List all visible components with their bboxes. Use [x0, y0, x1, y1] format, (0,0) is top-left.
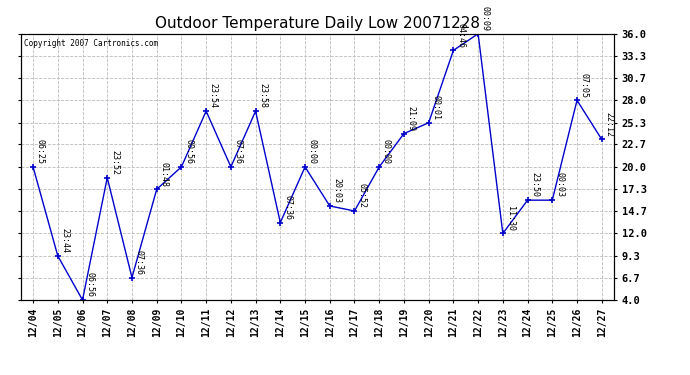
Text: 00:03: 00:03 — [555, 172, 564, 197]
Text: 07:36: 07:36 — [135, 250, 144, 275]
Text: 07:36: 07:36 — [283, 195, 292, 220]
Text: 00:00: 00:00 — [382, 139, 391, 164]
Text: 00:01: 00:01 — [431, 95, 440, 120]
Text: 23:58: 23:58 — [258, 83, 267, 108]
Text: 21:09: 21:09 — [406, 106, 415, 131]
Text: 00:00: 00:00 — [308, 139, 317, 164]
Text: 07:05: 07:05 — [580, 72, 589, 98]
Text: Copyright 2007 Cartronics.com: Copyright 2007 Cartronics.com — [23, 39, 158, 48]
Text: 05:52: 05:52 — [357, 183, 366, 208]
Text: 23:52: 23:52 — [110, 150, 119, 175]
Text: 04:46: 04:46 — [456, 22, 465, 48]
Text: 23:50: 23:50 — [531, 172, 540, 197]
Text: 22:12: 22:12 — [604, 112, 613, 136]
Text: 23:54: 23:54 — [209, 83, 218, 108]
Title: Outdoor Temperature Daily Low 20071228: Outdoor Temperature Daily Low 20071228 — [155, 16, 480, 31]
Text: 06:56: 06:56 — [86, 272, 95, 297]
Text: 06:25: 06:25 — [36, 139, 45, 164]
Text: 07:36: 07:36 — [234, 139, 243, 164]
Text: 20:03: 20:03 — [333, 178, 342, 203]
Text: 01:48: 01:48 — [159, 162, 168, 186]
Text: 11:30: 11:30 — [506, 206, 515, 231]
Text: 23:44: 23:44 — [61, 228, 70, 253]
Text: 00:56: 00:56 — [184, 139, 193, 164]
Text: 00:09: 00:09 — [481, 6, 490, 31]
